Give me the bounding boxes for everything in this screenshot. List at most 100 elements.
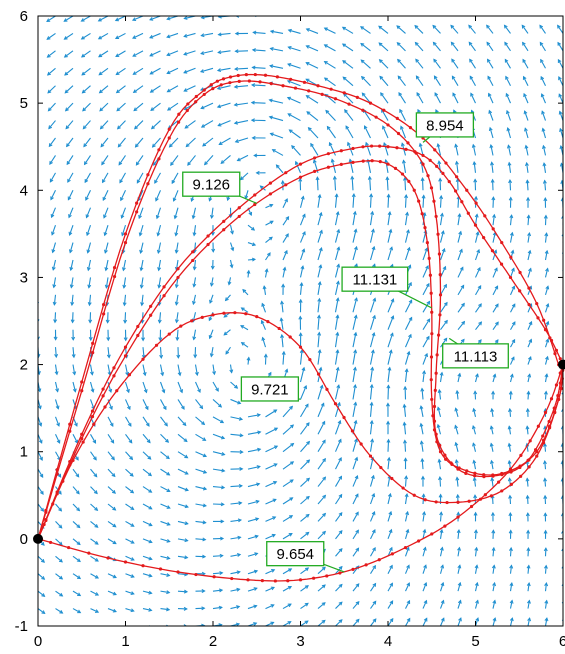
path-point <box>81 440 85 444</box>
field-arrowhead <box>353 228 358 233</box>
field-arrow <box>282 497 293 505</box>
field-arrowhead <box>522 75 527 80</box>
field-arrow <box>38 68 39 70</box>
path-point <box>177 112 181 116</box>
field-arrowhead <box>148 607 153 612</box>
field-arrow <box>300 459 310 470</box>
field-arrow <box>282 461 294 470</box>
field-arrow <box>387 212 391 226</box>
field-arrow <box>544 618 548 626</box>
field-arrowhead <box>33 196 36 199</box>
field-arrowhead <box>120 197 124 202</box>
field-arrowhead <box>323 27 328 31</box>
field-arrowhead <box>422 528 427 533</box>
field-arrowhead <box>325 11 328 14</box>
field-arrow <box>544 303 549 313</box>
field-arrowhead <box>114 17 119 22</box>
field-arrow <box>160 399 167 410</box>
field-arrowhead <box>300 265 305 270</box>
field-arrowhead <box>132 71 137 75</box>
field-arrow <box>102 172 109 183</box>
field-arrowhead <box>128 439 133 444</box>
field-arrowhead <box>157 267 162 272</box>
path-point <box>313 169 317 174</box>
path-point <box>518 464 522 468</box>
field-arrowhead <box>338 530 343 535</box>
path-point <box>123 354 128 358</box>
field-arrow <box>166 67 179 74</box>
field-arrowhead <box>559 145 563 150</box>
field-arrow <box>404 476 407 487</box>
field-arrowhead <box>388 528 393 534</box>
field-arrowhead <box>416 92 421 97</box>
field-arrow <box>247 483 260 488</box>
field-arrow <box>420 423 424 435</box>
field-arrow <box>125 538 135 544</box>
field-arrow <box>544 478 547 487</box>
field-arrowhead <box>100 143 105 148</box>
path-point <box>244 312 248 316</box>
field-arrowhead <box>433 9 436 12</box>
path-point <box>253 202 257 207</box>
field-arrowhead <box>471 143 476 148</box>
field-arrowhead <box>440 230 445 235</box>
field-arrowhead <box>268 115 273 120</box>
field-arrowhead <box>353 314 358 319</box>
field-arrowhead <box>492 581 497 587</box>
vector-field <box>30 9 563 630</box>
field-arrowhead <box>179 389 184 394</box>
field-arrow <box>105 277 109 288</box>
path-point <box>535 301 539 306</box>
field-arrow <box>212 381 219 392</box>
field-arrow <box>38 85 39 87</box>
field-arrowhead <box>461 320 466 325</box>
path-point <box>176 570 180 574</box>
field-arrowhead <box>262 285 267 290</box>
field-arrow <box>46 16 56 22</box>
field-arrowhead <box>170 161 174 166</box>
field-arrowhead <box>95 627 98 630</box>
field-arrow <box>540 76 546 86</box>
path-point <box>430 397 434 402</box>
field-arrow <box>54 364 58 375</box>
field-arrowhead <box>527 231 532 237</box>
field-arrow <box>397 59 406 69</box>
field-arrow <box>132 50 144 57</box>
field-arrowhead <box>148 505 153 510</box>
field-arrowhead <box>69 284 74 289</box>
field-arrowhead <box>403 385 408 390</box>
field-arrow <box>295 161 302 174</box>
field-arrowhead <box>407 264 412 269</box>
field-arrowhead <box>75 473 80 478</box>
field-arrow <box>85 190 91 201</box>
field-arrowhead <box>380 92 384 97</box>
y-tick-label: -1 <box>15 618 28 635</box>
field-arrow <box>455 144 459 156</box>
field-arrowhead <box>86 231 90 237</box>
field-arrowhead <box>432 41 437 46</box>
path-point <box>115 389 119 393</box>
field-arrow <box>160 468 170 476</box>
field-arrow <box>335 619 343 626</box>
field-arrow <box>527 374 531 383</box>
field-arrowhead <box>119 179 123 184</box>
path-point <box>404 147 408 151</box>
field-arrow <box>405 299 413 313</box>
field-arrowhead <box>342 60 347 64</box>
field-arrowhead <box>183 624 188 626</box>
field-arrowhead <box>361 92 366 97</box>
field-arrowhead <box>30 72 33 75</box>
field-arrowhead <box>254 534 259 539</box>
path-point <box>48 540 53 545</box>
field-arrow <box>247 587 258 592</box>
field-arrowhead <box>130 608 135 613</box>
field-arrowhead <box>202 470 208 474</box>
field-arrow <box>262 337 267 348</box>
field-arrow <box>195 520 206 524</box>
path-point <box>103 405 107 409</box>
field-arrow <box>107 347 110 358</box>
field-arrowhead <box>505 75 509 80</box>
field-arrow <box>370 547 376 557</box>
path-point <box>123 560 128 564</box>
field-arrowhead <box>561 529 563 534</box>
